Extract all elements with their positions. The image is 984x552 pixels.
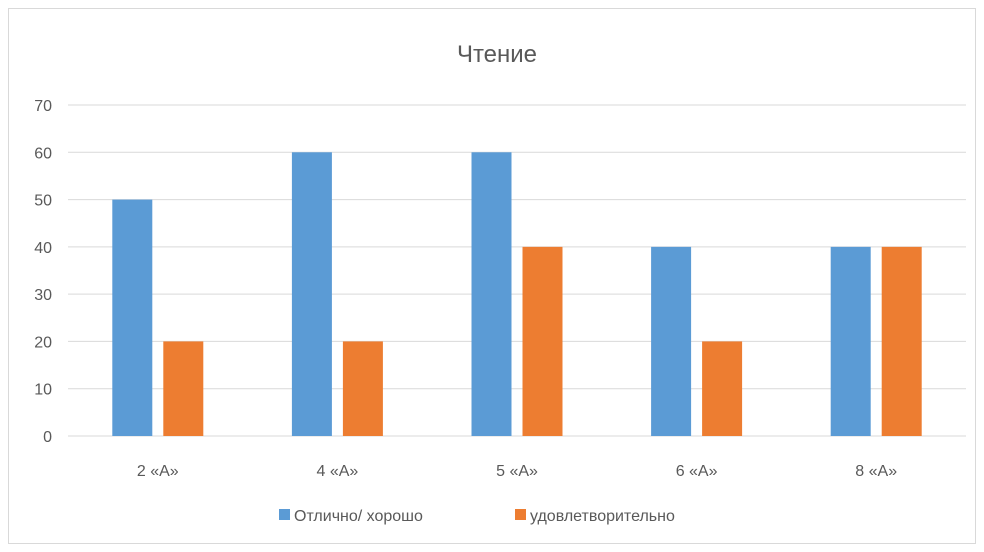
legend-label: удовлетворительно xyxy=(530,508,675,525)
bar-series1 xyxy=(112,199,153,436)
chart-title: Чтение xyxy=(457,41,537,68)
legend: Отлично/ хорошо удовлетворительно xyxy=(279,508,675,525)
x-tick-label: 5 «А» xyxy=(496,463,538,480)
bar-series2 xyxy=(881,246,922,436)
bar-series1 xyxy=(830,246,871,436)
gridlines xyxy=(68,104,966,437)
y-tick-label: 50 xyxy=(34,193,52,210)
legend-label: Отлично/ хорошо xyxy=(294,508,423,525)
y-tick-label: 30 xyxy=(34,287,52,304)
y-axis-ticks: 0 10 20 30 40 50 60 70 xyxy=(34,98,52,446)
y-tick-label: 70 xyxy=(34,98,52,115)
y-tick-label: 20 xyxy=(34,334,52,351)
x-tick-label: 2 «А» xyxy=(137,463,179,480)
bar-series2 xyxy=(702,341,743,436)
x-tick-label: 8 «А» xyxy=(855,463,897,480)
bar-series2 xyxy=(163,341,204,436)
y-tick-label: 40 xyxy=(34,240,52,257)
y-tick-label: 10 xyxy=(34,382,52,399)
x-tick-label: 6 «А» xyxy=(676,463,718,480)
bar-series1 xyxy=(651,246,692,436)
bars xyxy=(112,152,922,437)
y-tick-label: 60 xyxy=(34,145,52,162)
bar-series1 xyxy=(471,152,512,437)
x-tick-label: 4 «А» xyxy=(316,463,358,480)
y-tick-label: 0 xyxy=(43,429,52,446)
bar-series1 xyxy=(291,152,332,437)
legend-swatch xyxy=(279,509,290,520)
bar-series2 xyxy=(522,246,563,436)
bar-series2 xyxy=(342,341,383,436)
x-axis-ticks: 2 «А» 4 «А» 5 «А» 6 «А» 8 «А» xyxy=(137,463,897,480)
legend-swatch xyxy=(515,509,526,520)
